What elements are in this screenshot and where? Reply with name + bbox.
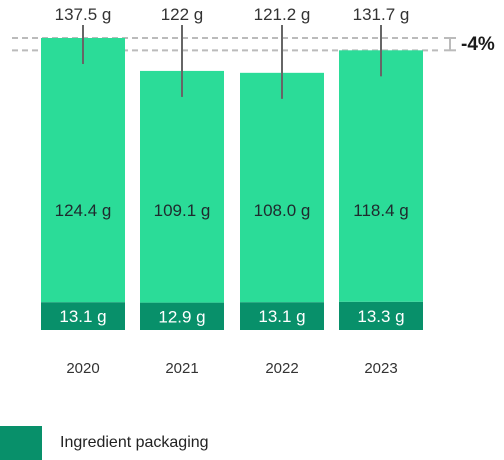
total-label: 122 g [161,5,204,24]
change-annotation: -4% [444,34,495,55]
food-value-label: 124.4 g [55,201,112,220]
change-percent-label: -4% [461,34,495,55]
stacked-bar-chart: 137.5 g 124.4 g 13.1 g 122 g 109.1 g 12.9 g 12… [12,5,495,377]
bar-segment-packaging [140,302,224,330]
food-value-label: 118.4 g [353,201,408,220]
total-label: 121.2 g [254,5,311,24]
bars [41,25,423,330]
packaging-value-label: 13.1 g [258,307,305,326]
bar-segment-packaging [240,302,324,330]
x-tick-label: 2020 [66,360,99,377]
bar-segment-packaging [339,301,423,330]
labels: 137.5 g 124.4 g 13.1 g 122 g 109.1 g 12.9 g 12… [55,5,410,326]
x-axis-ticks: 2020 2021 2022 2023 [66,360,397,377]
bar-segment-food [339,50,423,302]
x-tick-label: 2021 [165,360,198,377]
legend-swatch-ingredient-packaging [0,426,42,460]
food-value-label: 109.1 g [154,201,211,220]
packaging-value-label: 13.3 g [357,307,404,326]
packaging-value-label: 13.1 g [59,307,106,326]
total-label: 131.7 g [353,5,410,24]
x-tick-label: 2022 [265,360,298,377]
bar-segment-food [41,38,125,303]
x-tick-label: 2023 [364,360,397,377]
total-label: 137.5 g [55,5,112,24]
packaging-value-label: 12.9 g [158,307,205,326]
bar-segment-food [140,70,224,303]
legend: Ingredient packaging [0,426,209,460]
food-value-label: 108.0 g [254,201,311,220]
bar-segment-food [240,72,324,303]
legend-label-ingredient-packaging: Ingredient packaging [60,434,209,451]
bar-segment-packaging [41,302,125,330]
